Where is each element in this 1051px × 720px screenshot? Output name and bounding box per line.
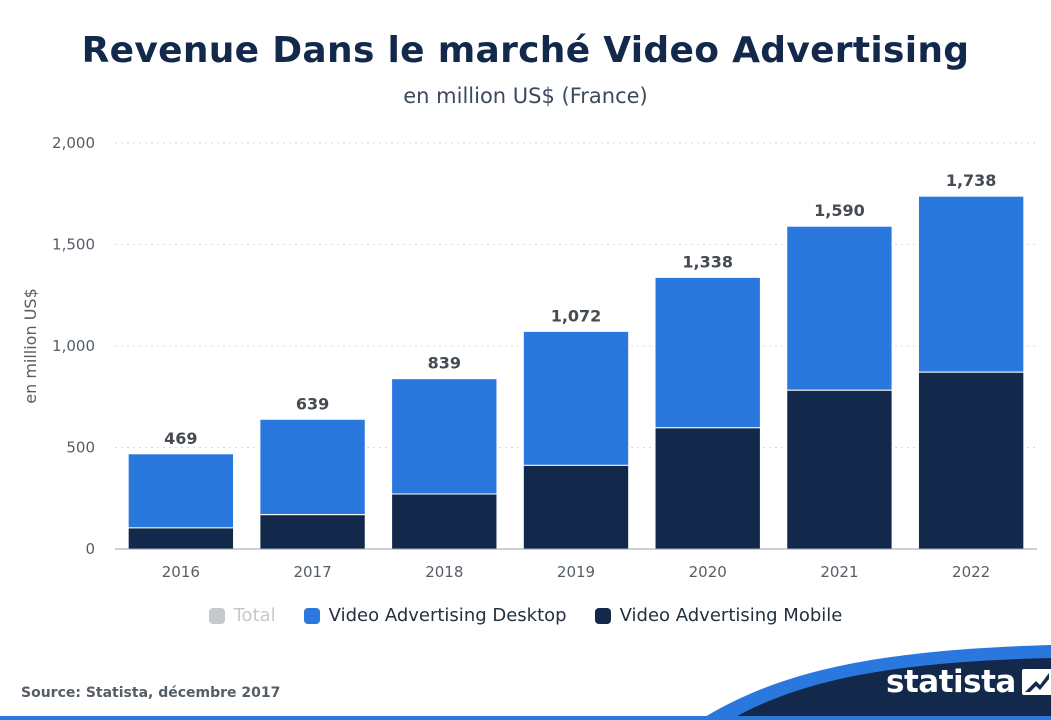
statista-logo[interactable]: statista	[886, 664, 1051, 700]
y-tick-label: 0	[85, 540, 95, 558]
x-tick-label: 2016	[162, 563, 200, 581]
legend-label-total: Total	[233, 605, 276, 626]
x-tick-label: 2020	[689, 563, 727, 581]
y-tick-label: 1,000	[52, 337, 95, 355]
bar-desktop	[259, 418, 366, 516]
y-tick-label: 2,000	[52, 134, 95, 152]
y-tick-label: 1,500	[52, 236, 95, 254]
bar-total-label: 1,738	[946, 171, 997, 190]
x-tick-label: 2021	[820, 563, 858, 581]
statista-logo-icon	[1021, 669, 1051, 695]
x-tick-label: 2019	[557, 563, 595, 581]
legend-label-mobile: Video Advertising Mobile	[619, 605, 843, 626]
legend-swatch-desktop	[303, 607, 320, 624]
bar-total-label: 1,072	[551, 306, 602, 325]
source-note: Source: Statista, décembre 2017	[21, 685, 281, 701]
bar-mobile	[786, 389, 893, 550]
bar-total-label: 469	[164, 429, 197, 448]
bar-mobile	[127, 527, 235, 550]
bar-desktop	[654, 276, 761, 429]
bar-labels: 469 639 839 1,072 1,338 1,590 1,738	[164, 171, 996, 448]
footer-wave	[0, 645, 1051, 720]
bar-desktop	[522, 330, 630, 466]
bar-desktop	[391, 378, 498, 495]
stacked-bar-chart: 0 500 1,000 1,500 2,000 en million US$ 2016 201…	[21, 134, 1037, 581]
bar-mobile	[522, 464, 630, 550]
chart-subtitle: en million US$ (France)	[403, 84, 648, 108]
legend: Total Video Advertising Desktop Video Ad…	[0, 605, 1051, 626]
bar-total-label: 1,338	[682, 252, 733, 271]
bar-total-label: 639	[296, 394, 329, 413]
y-tick-label: 500	[66, 439, 95, 457]
bar-desktop	[917, 195, 1025, 373]
x-tick-label: 2022	[952, 563, 990, 581]
legend-item-total[interactable]: Total	[208, 605, 276, 626]
legend-item-desktop[interactable]: Video Advertising Desktop	[303, 605, 567, 626]
axes: 0 500 1,000 1,500 2,000 en million US$ 2016 201…	[21, 134, 1037, 581]
legend-label-desktop: Video Advertising Desktop	[328, 605, 567, 626]
chart-title: Revenue Dans le marché Video Advertising	[81, 30, 970, 71]
legend-item-mobile[interactable]: Video Advertising Mobile	[594, 605, 843, 626]
bar-desktop	[127, 453, 235, 529]
bars	[127, 195, 1025, 550]
bar-mobile	[917, 371, 1025, 550]
y-axis-title: en million US$	[21, 288, 40, 404]
brand-text: statista	[886, 664, 1016, 700]
bar-desktop	[786, 225, 893, 391]
bar-mobile	[654, 427, 761, 550]
bar-mobile	[259, 514, 366, 550]
bar-mobile	[391, 493, 498, 550]
bar-total-label: 1,590	[814, 201, 865, 220]
legend-swatch-mobile	[594, 607, 611, 624]
x-tick-label: 2018	[425, 563, 463, 581]
x-tick-label: 2017	[293, 563, 331, 581]
legend-swatch-total	[208, 607, 225, 624]
bar-total-label: 839	[428, 354, 461, 373]
